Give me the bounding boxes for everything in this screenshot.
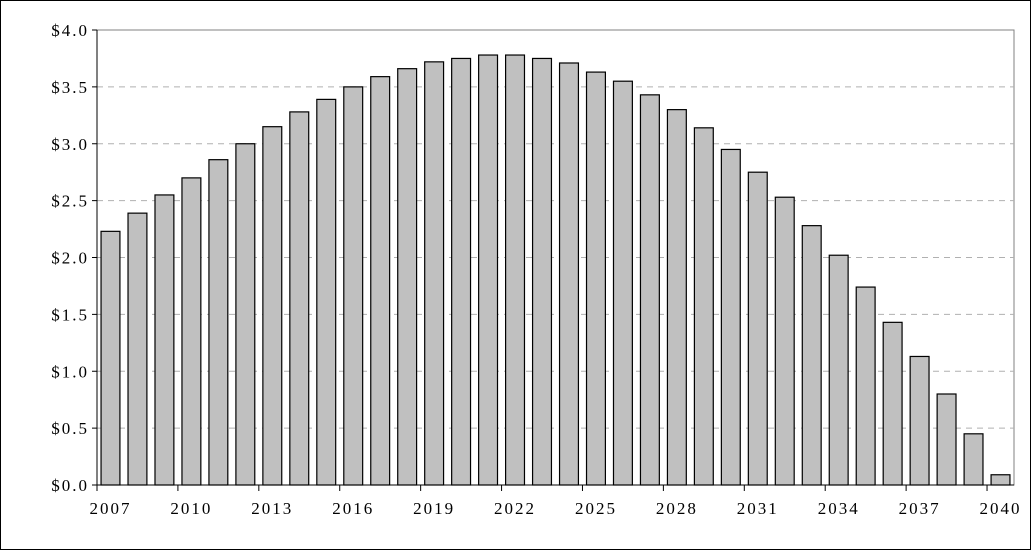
y-tick-label: $3.0 xyxy=(51,135,89,154)
bar-2021 xyxy=(478,54,499,486)
x-tick-label: 2040 xyxy=(980,499,1022,518)
y-tick-label: $1.5 xyxy=(51,305,89,324)
bar-2033 xyxy=(801,225,822,486)
x-tick-label: 2034 xyxy=(818,499,860,518)
bar-2027 xyxy=(639,94,660,486)
x-tick-label: 2016 xyxy=(332,499,374,518)
bar-2039 xyxy=(963,433,984,486)
bar-2015 xyxy=(316,98,337,486)
bar-2029 xyxy=(693,127,714,486)
bar-2030 xyxy=(720,148,741,486)
bar-2009 xyxy=(154,194,175,486)
x-tick-label: 2031 xyxy=(737,499,779,518)
bar-2018 xyxy=(397,68,418,486)
bar-2031 xyxy=(747,171,768,486)
y-tick-labels: $0.0 $0.5 $1.0 $1.5 $2.0 $2.5 $3.0 $3.5 $4.0 xyxy=(51,21,89,495)
y-tick-label: $1.0 xyxy=(51,362,89,381)
bar-2020 xyxy=(451,57,472,486)
bar-2013 xyxy=(262,126,283,486)
y-tick-label: $4.0 xyxy=(51,21,89,40)
y-tick-label: $2.0 xyxy=(51,249,89,268)
x-tick-label: 2019 xyxy=(413,499,455,518)
bar-2036 xyxy=(882,321,903,486)
y-tick-label: $0.5 xyxy=(51,419,89,438)
bar-2024 xyxy=(558,62,580,486)
bar-2011 xyxy=(208,159,229,486)
bar-2008 xyxy=(127,212,148,486)
bar-2035 xyxy=(855,286,876,486)
bar-2032 xyxy=(774,196,795,486)
x-tick-label: 2037 xyxy=(899,499,941,518)
bar-2025 xyxy=(585,71,607,486)
x-tick-label: 2007 xyxy=(89,499,131,518)
y-tick-label: $0.0 xyxy=(51,476,89,495)
y-tick-label: $2.5 xyxy=(51,192,89,211)
bar-2022 xyxy=(505,54,526,486)
y-tick-label: $3.5 xyxy=(51,78,89,97)
bar-2028 xyxy=(666,109,687,486)
bar-2016 xyxy=(343,86,364,486)
bar-2038 xyxy=(936,393,957,486)
x-tick-labels: 2007 2010 2013 2016 2019 2022 2025 2028 2031 2034… xyxy=(89,499,1022,518)
bar-2019 xyxy=(424,61,445,486)
x-tick-label: 2013 xyxy=(251,499,293,518)
bar-2037 xyxy=(909,355,930,486)
axes xyxy=(96,30,1014,491)
bar-2034 xyxy=(828,254,849,486)
bar-2017 xyxy=(370,76,391,486)
x-tick-label: 2028 xyxy=(656,499,698,518)
bar-2026 xyxy=(612,80,633,486)
x-tick-label: 2022 xyxy=(494,499,536,518)
bar-2014 xyxy=(289,111,310,486)
bar-2010 xyxy=(181,177,202,486)
bar-2012 xyxy=(235,143,256,486)
bar-2007 xyxy=(100,230,121,486)
bar-2040 xyxy=(990,474,1011,486)
x-tick-label: 2025 xyxy=(575,499,617,518)
bar-2023 xyxy=(531,57,553,486)
x-tick-label: 2010 xyxy=(170,499,212,518)
